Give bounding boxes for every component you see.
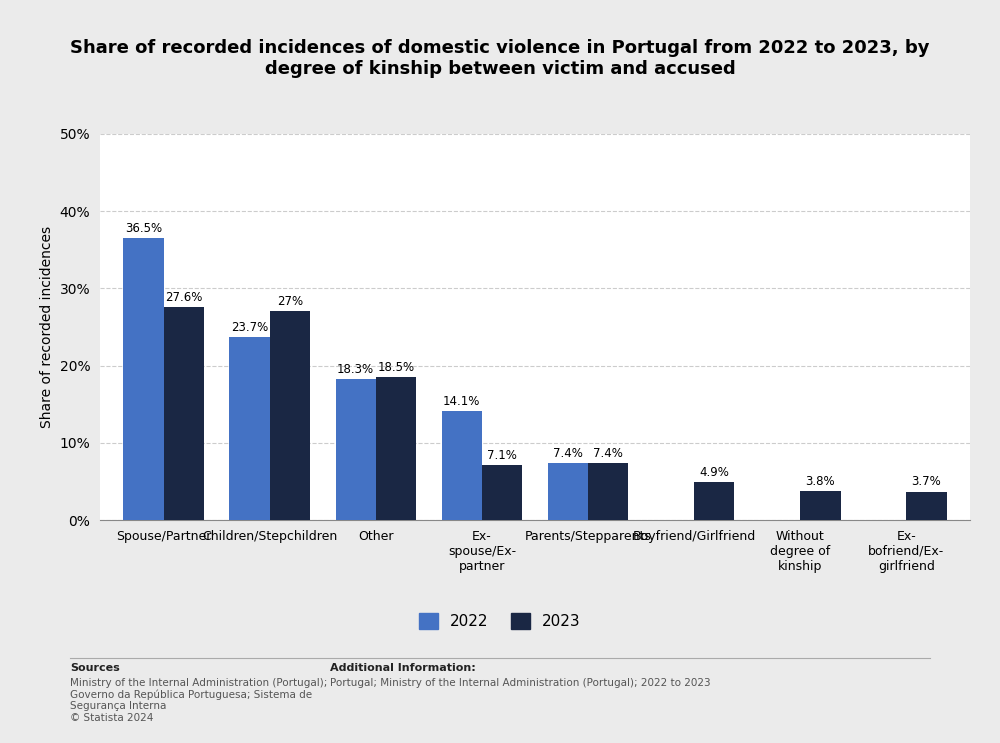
Text: Portugal; Ministry of the Internal Administration (Portugal); 2022 to 2023: Portugal; Ministry of the Internal Admin… — [330, 678, 711, 687]
Text: 3.7%: 3.7% — [912, 476, 941, 488]
Text: 7.4%: 7.4% — [553, 447, 583, 460]
Text: 4.9%: 4.9% — [699, 466, 729, 479]
Text: Ministry of the Internal Administration (Portugal);
Governo da República Portugu: Ministry of the Internal Administration … — [70, 678, 327, 723]
Bar — [588, 463, 628, 520]
Y-axis label: Share of recorded incidences: Share of recorded incidences — [40, 226, 54, 428]
Bar — [336, 379, 376, 520]
Bar — [442, 411, 482, 520]
Bar — [694, 482, 734, 520]
Text: Additional Information:: Additional Information: — [330, 663, 476, 672]
Text: 3.8%: 3.8% — [806, 475, 835, 487]
Text: 14.1%: 14.1% — [443, 395, 480, 408]
Text: 27.6%: 27.6% — [165, 291, 203, 304]
Bar — [548, 463, 588, 520]
Text: 7.1%: 7.1% — [487, 450, 517, 462]
Text: 36.5%: 36.5% — [125, 222, 162, 235]
Text: 23.7%: 23.7% — [231, 321, 268, 334]
Bar — [906, 492, 947, 520]
Text: 18.3%: 18.3% — [337, 363, 374, 376]
Bar — [482, 465, 522, 520]
Bar — [229, 337, 270, 520]
Text: 18.5%: 18.5% — [377, 361, 415, 374]
Bar — [270, 311, 310, 520]
Bar — [376, 377, 416, 520]
Bar — [123, 238, 164, 520]
Text: Sources: Sources — [70, 663, 120, 672]
Text: 27%: 27% — [277, 296, 303, 308]
Bar — [800, 490, 841, 520]
Text: 7.4%: 7.4% — [593, 447, 623, 460]
Text: Share of recorded incidences of domestic violence in Portugal from 2022 to 2023,: Share of recorded incidences of domestic… — [70, 39, 930, 78]
Legend: 2022, 2023: 2022, 2023 — [412, 606, 588, 637]
Bar — [164, 307, 204, 520]
